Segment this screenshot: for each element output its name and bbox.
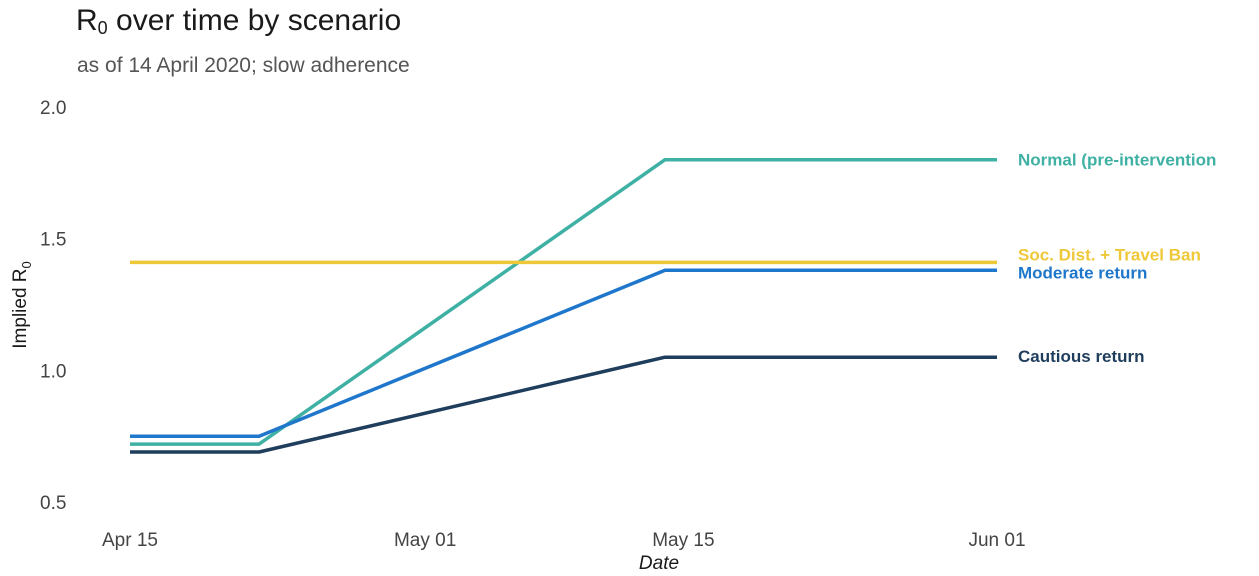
chart-subtitle: as of 14 April 2020; slow adherence: [77, 54, 410, 77]
y-tick-label: 1.0: [40, 361, 66, 382]
x-tick-label: Apr 15: [102, 530, 158, 551]
chart-title-rest: over time by scenario: [107, 4, 402, 37]
y-axis-ticks: 0.5 1.0 1.5 2.0: [40, 98, 66, 514]
y-tick-label: 1.5: [40, 230, 66, 251]
series-label: Normal (pre-intervention: [1018, 151, 1216, 170]
chart-title: R0 over time by scenario: [76, 4, 401, 39]
series-label: Cautious return: [1018, 347, 1145, 366]
x-axis-label: Date: [639, 553, 679, 574]
series-lines: [130, 157, 997, 454]
x-tick-label: May 15: [652, 530, 714, 551]
y-axis-label: Implied R0: [10, 261, 34, 348]
y-axis-label-main: Implied R: [10, 268, 31, 348]
series-line: [130, 157, 997, 446]
y-axis-label-subscript: 0: [19, 261, 34, 268]
y-tick-label: 2.0: [40, 98, 66, 119]
x-axis-ticks: Apr 15 May 01 May 15 Jun 01: [102, 530, 1026, 551]
x-tick-label: Jun 01: [968, 530, 1025, 551]
x-tick-label: May 01: [394, 530, 456, 551]
chart-title-main: R: [76, 4, 98, 37]
series-label: Moderate return: [1018, 263, 1147, 282]
series-label: Soc. Dist. + Travel Ban: [1018, 245, 1201, 264]
chart-title-subscript: 0: [97, 18, 108, 38]
series-line: [130, 355, 997, 454]
series-line: [130, 268, 997, 438]
y-tick-label: 0.5: [40, 493, 66, 514]
series-labels: Normal (pre-intervention Soc. Dist. + Tra…: [1018, 151, 1216, 366]
